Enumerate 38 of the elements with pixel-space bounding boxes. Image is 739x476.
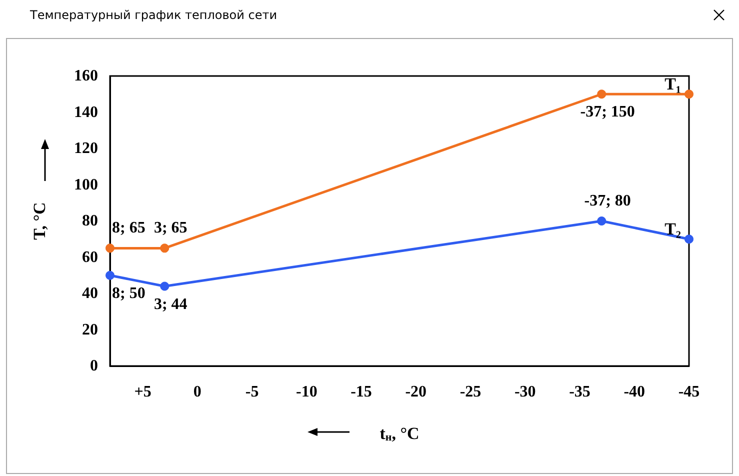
y-tick-label: 140 xyxy=(74,104,98,121)
annotation: 8; 50 xyxy=(112,284,146,302)
point xyxy=(160,244,170,253)
y-tick-label: 20 xyxy=(82,321,98,338)
point xyxy=(684,234,694,244)
annotation: 8; 65 xyxy=(112,220,146,237)
x-tick-label: -25 xyxy=(460,384,482,400)
y-tick-label: 0 xyxy=(90,358,98,374)
annotation: 3; 44 xyxy=(154,296,188,313)
point xyxy=(160,282,170,291)
point xyxy=(684,90,694,99)
y-tick-label: 100 xyxy=(74,176,98,194)
y-axis-title: T, °C xyxy=(30,202,49,240)
x-tick-label: 0 xyxy=(193,384,202,400)
y-tick-label: 80 xyxy=(82,212,98,230)
annotation: 3; 65 xyxy=(154,220,188,237)
point xyxy=(106,270,114,280)
y-tick-label: 120 xyxy=(74,140,98,157)
x-tick-label: -40 xyxy=(624,384,646,400)
x-tick-label: -15 xyxy=(350,384,372,400)
point xyxy=(106,244,114,253)
x-tick-label: -30 xyxy=(514,384,536,400)
x-tick-label: -45 xyxy=(678,384,700,400)
point xyxy=(597,216,606,226)
chart-title: Температурный график тепловой сети xyxy=(30,8,278,22)
point xyxy=(597,90,606,99)
series-label: T₁ xyxy=(664,74,681,94)
y-tick-label: 160 xyxy=(74,68,98,84)
series-label: T₂ xyxy=(664,220,681,239)
x-tick-label: -20 xyxy=(405,384,427,400)
x-tick-label: -35 xyxy=(569,384,590,400)
annotation: -37; 80 xyxy=(584,192,631,210)
x-tick-label: -10 xyxy=(296,384,318,400)
x-tick-label: +5 xyxy=(134,384,152,400)
y-tick-label: 40 xyxy=(82,285,98,302)
y-tick-label: 60 xyxy=(82,248,98,266)
annotation: -37; 150 xyxy=(580,104,635,121)
x-tick-label: -5 xyxy=(245,384,259,400)
